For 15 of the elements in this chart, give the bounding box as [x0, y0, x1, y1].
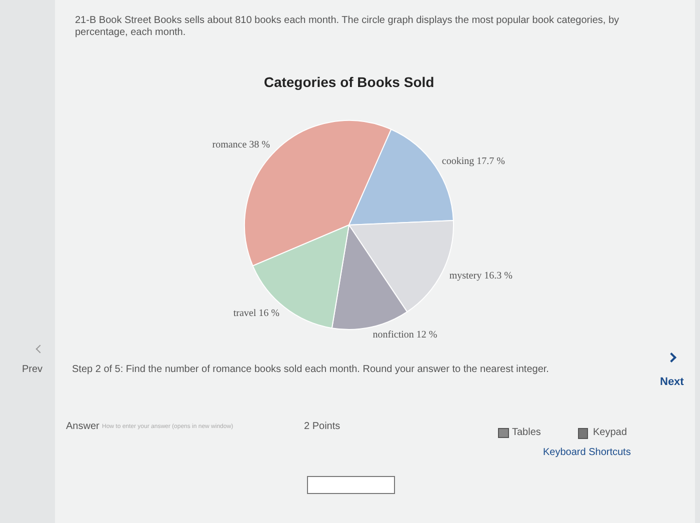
slice-label: travel 16 % [233, 308, 280, 320]
text: Next [660, 376, 684, 388]
text: Keypad [593, 427, 627, 439]
text: Step 2 of 5: Find the number of romance books sold each month. Round your answer to the nearest integer. [72, 364, 550, 376]
text: 21-B Book Street Books sells about 810 books each month. The circle graph displays the most popular book categories, by percentage, each month. [75, 15, 620, 39]
slice-label: cooking 17.7 % [442, 156, 505, 168]
text: Keyboard Shortcuts [543, 447, 631, 459]
chart-title: Categories of Books Sold [264, 74, 434, 90]
text: Tables [512, 427, 541, 439]
text: Prev [22, 364, 43, 376]
text: 2 Points [304, 421, 340, 433]
text: Answer [66, 421, 100, 433]
slice-label: mystery 16.3 % [449, 270, 512, 282]
slice-label: romance 38 % [212, 140, 270, 151]
slice-label: nonfiction 12 % [372, 330, 438, 341]
